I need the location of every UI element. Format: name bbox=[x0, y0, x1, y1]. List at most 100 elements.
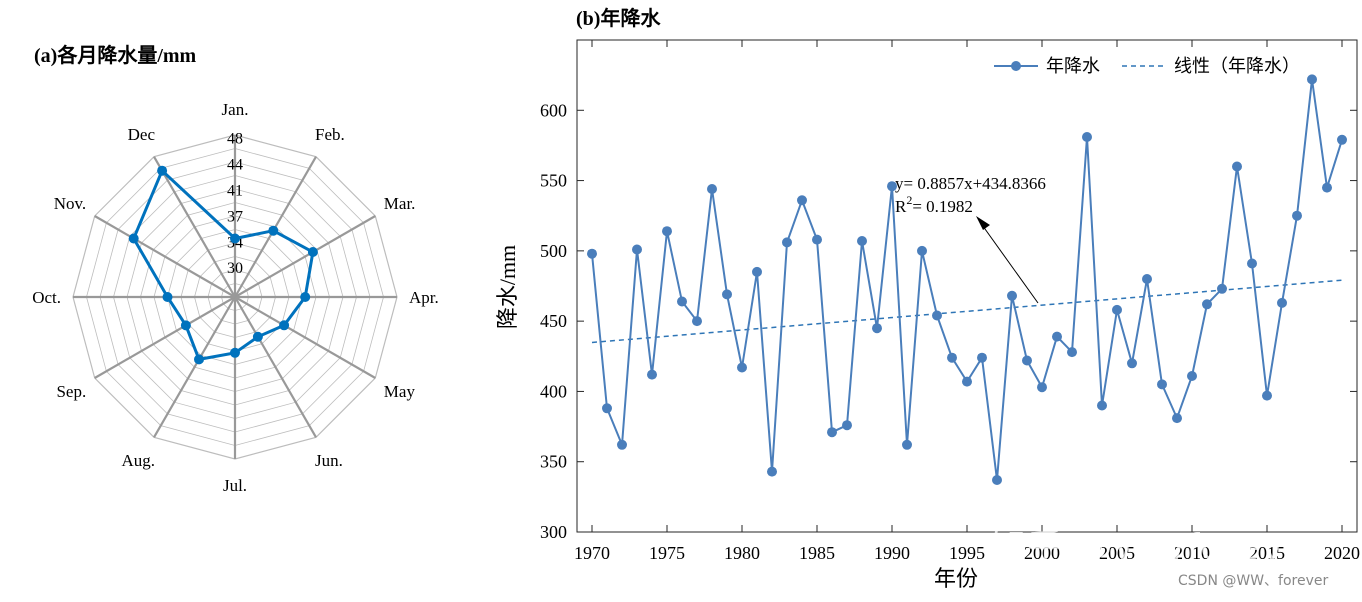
x-tick-label: 1995 bbox=[949, 543, 985, 563]
radar-category-label: Aug. bbox=[121, 451, 155, 470]
radar-title: (a)各月降水量/mm bbox=[34, 43, 197, 67]
annotation-arrow-head bbox=[976, 216, 990, 230]
precip-point bbox=[677, 296, 687, 307]
precip-point bbox=[752, 266, 762, 277]
radar-series bbox=[128, 165, 318, 365]
monthly-precip-radar-panel: (a)各月降水量/mm 303437414448 Jan.Feb.Mar.Apr… bbox=[0, 0, 470, 597]
x-tick-label: 2020 bbox=[1324, 543, 1360, 563]
regression-equation: y= 0.8857x+434.8366 bbox=[895, 174, 1046, 193]
regression-r2: R2= 0.1982 bbox=[895, 193, 973, 216]
radar-spoke bbox=[94, 215, 236, 298]
precip-point bbox=[1232, 161, 1242, 172]
radar-chart: (a)各月降水量/mm 303437414448 Jan.Feb.Mar.Apr… bbox=[32, 43, 439, 495]
legend-label-series: 年降水 bbox=[1046, 56, 1100, 76]
trend-line-layer bbox=[591, 279, 1343, 344]
y-axis-label: 降水/mm bbox=[495, 245, 520, 329]
precip-point bbox=[617, 439, 627, 450]
radar-point bbox=[157, 165, 168, 176]
line-title: (b)年降水 bbox=[576, 6, 661, 30]
precip-point bbox=[812, 234, 822, 245]
radar-category-label: Jun. bbox=[315, 451, 343, 470]
precip-point bbox=[1322, 182, 1332, 193]
zhihu-watermark: 知乎 @WWforever bbox=[990, 527, 1323, 568]
radar-point bbox=[279, 320, 290, 331]
radar-spoke bbox=[234, 296, 376, 379]
radar-point bbox=[180, 320, 191, 331]
precip-point bbox=[1157, 379, 1167, 390]
x-tick-label: 2000 bbox=[1024, 543, 1060, 563]
precip-point bbox=[767, 466, 777, 477]
y-tick-label: 450 bbox=[540, 311, 567, 331]
precip-point bbox=[797, 195, 807, 206]
x-tick-label: 1975 bbox=[649, 543, 685, 563]
radar-point bbox=[252, 331, 263, 342]
radar-category-label: Nov. bbox=[54, 194, 86, 213]
precip-point bbox=[1247, 258, 1257, 269]
legend-marker-series bbox=[1011, 61, 1021, 71]
radar-series-line bbox=[132, 168, 315, 362]
precip-series-layer bbox=[587, 74, 1347, 485]
radar-tick-label: 37 bbox=[227, 208, 243, 225]
radar-point bbox=[230, 347, 240, 358]
precip-point bbox=[1067, 347, 1077, 358]
radar-category-label: Oct. bbox=[32, 288, 61, 307]
precip-point bbox=[1292, 210, 1302, 221]
x-tick-label: 2015 bbox=[1249, 543, 1285, 563]
precip-point bbox=[827, 427, 837, 438]
radar-category-label: Mar. bbox=[384, 194, 416, 213]
precip-point bbox=[1127, 358, 1137, 369]
radar-category-label: May bbox=[384, 382, 416, 401]
radar-point bbox=[162, 292, 173, 302]
x-tick-label: 1985 bbox=[799, 543, 835, 563]
legend: 年降水 线性（年降水） bbox=[994, 56, 1300, 76]
radar-category-labels: Jan. Feb. Mar. Apr. May Jun. Jul. Aug. Sep. Oct. N… bbox=[32, 100, 439, 495]
precip-point bbox=[737, 362, 747, 373]
precip-point bbox=[707, 184, 717, 194]
precip-point bbox=[1097, 400, 1107, 411]
y-tick-label: 350 bbox=[540, 452, 567, 472]
radar-point bbox=[268, 225, 279, 236]
precip-point bbox=[842, 420, 852, 431]
precip-point bbox=[917, 245, 927, 256]
precip-point bbox=[962, 376, 972, 387]
precip-point bbox=[857, 236, 867, 246]
y-tick-label: 550 bbox=[540, 171, 567, 191]
radar-spoke bbox=[234, 215, 376, 298]
radar-tick-label: 41 bbox=[227, 182, 243, 199]
line-chart: (b)年降水 1970 1975 1980 1985 1990 1995 2000 2005 2… bbox=[495, 6, 1360, 591]
radar-tick-label: 44 bbox=[227, 157, 243, 174]
radar-point bbox=[194, 354, 204, 365]
regression-annotation: y= 0.8857x+434.8366 R2= 0.1982 bbox=[895, 174, 1046, 304]
precip-point bbox=[1112, 304, 1122, 315]
radar-category-label: Feb. bbox=[315, 125, 345, 144]
x-tick-label: 2005 bbox=[1099, 543, 1135, 563]
y-tick-label: 300 bbox=[540, 522, 567, 542]
precip-point bbox=[602, 403, 612, 414]
trend-line bbox=[591, 279, 1343, 344]
csdn-watermark: CSDN @WW、forever bbox=[1178, 573, 1329, 589]
radar-spoke bbox=[234, 296, 317, 438]
y-tick-label: 400 bbox=[540, 381, 567, 401]
precip-point bbox=[587, 248, 597, 259]
plot-area-frame bbox=[576, 39, 1358, 533]
precip-point bbox=[782, 237, 792, 248]
radar-point bbox=[128, 233, 139, 244]
precip-point bbox=[1007, 290, 1017, 301]
legend-label-trend: 线性（年降水） bbox=[1174, 56, 1300, 76]
precip-point bbox=[692, 316, 702, 327]
precip-point bbox=[992, 475, 1002, 485]
annual-precip-line-panel: (b)年降水 1970 1975 1980 1985 1990 1995 2000 2005 2… bbox=[470, 0, 1362, 597]
precip-point bbox=[1082, 132, 1092, 142]
precip-point bbox=[887, 181, 897, 192]
precip-point bbox=[1142, 274, 1152, 284]
radar-category-label: Apr. bbox=[409, 288, 439, 307]
radar-spoke bbox=[94, 296, 236, 379]
precip-point bbox=[1187, 371, 1197, 381]
annotation-arrow-shaft bbox=[979, 221, 1039, 304]
radar-spoke bbox=[153, 296, 236, 438]
x-axis-ticks: 1970 1975 1980 1985 1990 1995 2000 2005 2010 2015… bbox=[574, 40, 1360, 563]
precip-point bbox=[932, 310, 942, 321]
precip-point bbox=[1022, 355, 1032, 366]
precip-point bbox=[632, 244, 642, 255]
precip-point bbox=[902, 439, 912, 450]
